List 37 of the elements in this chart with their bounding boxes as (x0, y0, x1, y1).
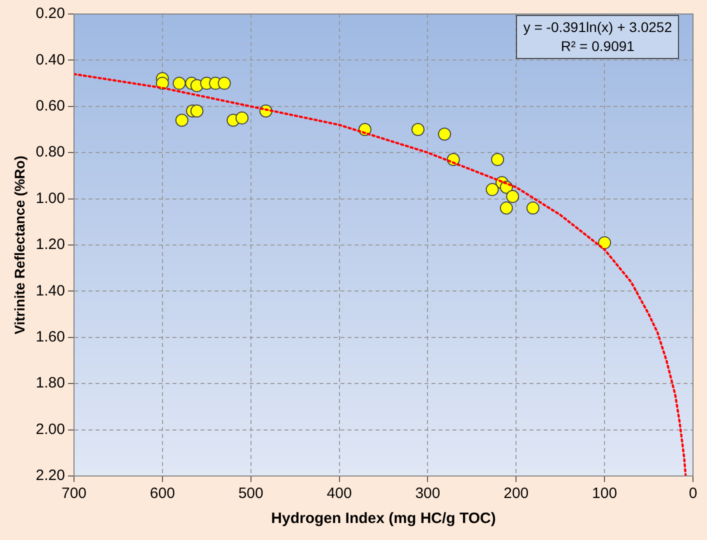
y-tick-label: 0.20 (36, 5, 65, 22)
y-tick-label: 1.80 (36, 374, 65, 392)
y-axis-title: Vitrinite Reflectance (%Ro) (11, 156, 28, 334)
y-tick-label: 2.00 (36, 420, 65, 438)
point (236, 111, 249, 124)
y-tick-label: 0.80 (36, 144, 65, 161)
x-tick-label: 0 (688, 485, 698, 502)
y-tick-label: 1.60 (36, 328, 65, 346)
y-tick-label: 1.20 (36, 236, 65, 254)
point (486, 183, 499, 196)
x-tick-label: 700 (61, 485, 87, 502)
point (491, 153, 504, 166)
point (500, 202, 513, 215)
x-tick-label: 500 (238, 485, 264, 502)
point (411, 123, 424, 136)
point (526, 202, 540, 215)
annotation: y = -0.391ln(x) + 3.0252 (523, 18, 672, 37)
point (175, 114, 188, 127)
y-tick-label: 2.20 (36, 467, 65, 484)
x-tick-label: 400 (326, 485, 352, 502)
point (190, 104, 204, 118)
annotation: R² = 0.9091 (560, 37, 636, 56)
point (506, 190, 520, 203)
x-tick-label: 100 (592, 485, 618, 502)
point (218, 76, 231, 90)
point (172, 76, 186, 90)
y-tick-label: 0.40 (36, 51, 65, 68)
y-tick-label: 0.60 (36, 98, 65, 115)
point (438, 128, 452, 141)
y-tick-label: 1.00 (36, 190, 65, 207)
x-tick-label: 300 (415, 485, 440, 502)
y-tick-label: 1.40 (36, 282, 65, 300)
line-series (74, 72, 687, 476)
x-tick-label: 200 (504, 485, 529, 502)
x-axis-title: Hydrogen Index (mg HC/g TOC) (271, 510, 496, 528)
point (598, 236, 612, 250)
x-tick-label: 600 (150, 485, 175, 502)
